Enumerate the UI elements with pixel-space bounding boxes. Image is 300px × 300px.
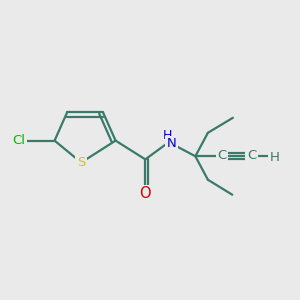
Text: Cl: Cl	[12, 134, 25, 147]
Text: C: C	[217, 149, 226, 162]
Text: C: C	[247, 149, 256, 162]
Text: H: H	[163, 129, 172, 142]
Text: O: O	[140, 186, 151, 201]
Text: S: S	[77, 156, 86, 169]
Text: H: H	[269, 151, 279, 164]
Text: N: N	[167, 137, 177, 150]
